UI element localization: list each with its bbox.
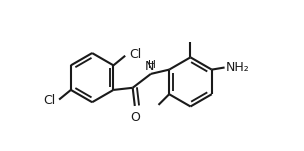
Text: Cl: Cl bbox=[43, 94, 55, 107]
Text: O: O bbox=[130, 111, 140, 124]
Text: NH₂: NH₂ bbox=[226, 61, 249, 74]
Text: N: N bbox=[145, 60, 154, 73]
Text: H: H bbox=[147, 60, 155, 70]
Text: Cl: Cl bbox=[129, 48, 141, 61]
